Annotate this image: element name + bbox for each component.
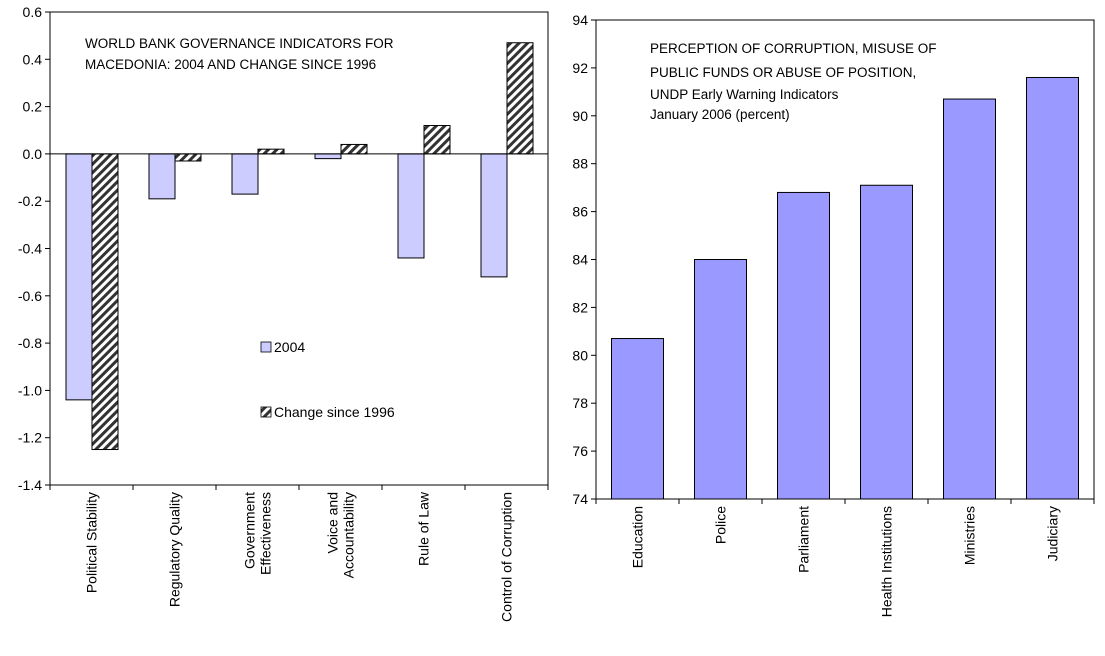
x-tick-label: Control of Corruption: [499, 492, 515, 622]
x-tick-label-line: Accountability: [341, 492, 357, 578]
x-tick-label: Rule of Law: [416, 491, 432, 566]
y-tick-label: -1.2: [18, 430, 42, 446]
y-tick-label: 94: [572, 12, 588, 28]
y-tick-label: 0.2: [23, 99, 43, 115]
title-line: PUBLIC FUNDS OR ABUSE OF POSITION,: [650, 65, 916, 80]
legend: 2004 Change since 1996: [260, 339, 395, 420]
x-tick-label-line: Regulatory Quality: [167, 492, 183, 607]
y-tick-label: -0.8: [18, 335, 42, 351]
y-tick-label: 80: [572, 347, 588, 363]
y-tick-label: -0.4: [18, 241, 42, 257]
x-tick-label: Political Stability: [84, 492, 100, 593]
governance-chart: 0.6 0.4 0.2 0.0 -0.2 -0.4 -0.6 -0.8 -1.0 -1.2 -1.4…: [18, 4, 549, 622]
legend-label-2004: 2004: [274, 339, 305, 355]
plot-area-left: [49, 11, 549, 486]
bar-change-since-1996-0: [91, 153, 119, 451]
x-tick-label-line: Effectiveness: [258, 492, 274, 575]
legend-swatch-change: [260, 406, 272, 418]
y-tick-label: 0.4: [23, 51, 43, 67]
y-tick-label: 74: [572, 491, 588, 507]
x-tick-label: Parliament: [796, 506, 812, 573]
title-line: UNDP Early Warning Indicators: [650, 87, 839, 102]
legend-swatch-2004: [260, 341, 272, 353]
bar-value-2: [777, 191, 830, 500]
title-line: January 2006 (percent): [650, 107, 790, 122]
corruption-perception-chart: 94 92 90 88 86 84 82 80 78 76 74 Education Police Pa…: [572, 12, 1095, 617]
y-tick-label: 78: [572, 395, 588, 411]
x-tick-label-line: Ministries: [962, 506, 978, 565]
x-tick-label-line: Political Stability: [84, 492, 100, 593]
bars-right: [611, 76, 1079, 500]
y-tick-label: 82: [572, 299, 588, 315]
title-line: MACEDONIA: 2004 AND CHANGE SINCE 1996: [85, 57, 376, 72]
y-tick-label: 84: [572, 252, 588, 268]
x-tick-label: Government Effectiveness: [242, 492, 274, 575]
y-axis-right: 94 92 90 88 86 84 82 80 78 76 74: [572, 12, 596, 507]
bar-value-1: [694, 259, 747, 500]
x-tick-label-line: Education: [630, 506, 646, 568]
y-tick-label: -1.0: [18, 382, 42, 398]
title-line: PERCEPTION OF CORRUPTION, MISUSE OF: [650, 41, 937, 56]
bar-change-since-1996-5: [506, 42, 534, 155]
x-tick-label: Regulatory Quality: [167, 492, 183, 607]
x-tick-label-line: Health Institutions: [879, 506, 895, 617]
y-tick-label: 90: [572, 108, 588, 124]
bar-value-4: [943, 98, 996, 500]
bar-2004-4: [397, 153, 425, 259]
bar-2004-1: [148, 153, 176, 200]
y-tick-label: 0.0: [23, 146, 43, 162]
x-tick-label-line: Rule of Law: [416, 491, 432, 566]
y-tick-label: -0.2: [18, 193, 42, 209]
x-tick-label: Health Institutions: [879, 506, 895, 617]
y-axis-left: 0.6 0.4 0.2 0.0 -0.2 -0.4 -0.6 -0.8 -1.0 -1.2 -1.4: [18, 4, 50, 493]
bar-value-0: [611, 338, 664, 500]
x-tick-label-line: Police: [713, 506, 729, 544]
y-tick-label: 76: [572, 443, 588, 459]
bar-2004-2: [231, 153, 259, 195]
bar-2004-5: [480, 153, 508, 278]
chart-title-right: PERCEPTION OF CORRUPTION, MISUSE OF PUBL…: [650, 41, 937, 122]
plot-area-right: [595, 19, 1095, 500]
bar-change-since-1996-4: [423, 125, 451, 155]
y-tick-label: -1.4: [18, 477, 42, 493]
x-tick-label: Judiciary: [1045, 506, 1061, 561]
legend-label-change: Change since 1996: [274, 404, 395, 420]
x-tick-label: Ministries: [962, 506, 978, 565]
x-tick-label: Police: [713, 506, 729, 544]
y-tick-label: -0.6: [18, 288, 42, 304]
x-tick-label-line: Parliament: [796, 506, 812, 573]
x-tick-label-line: Government: [242, 492, 258, 569]
x-tick-label: Education: [630, 506, 646, 568]
bar-2004-3: [314, 153, 342, 160]
bar-change-since-1996-1: [174, 153, 202, 162]
x-labels-right: Education Police Parliament Health Institut…: [595, 499, 1095, 617]
bar-value-3: [860, 184, 913, 500]
bar-change-since-1996-2: [257, 148, 285, 155]
bar-value-5: [1026, 76, 1079, 500]
x-tick-label-line: Voice and: [325, 492, 341, 554]
y-tick-label: 88: [572, 156, 588, 172]
bar-change-since-1996-3: [340, 143, 368, 155]
chart-title-left: WORLD BANK GOVERNANCE INDICATORS FOR MAC…: [85, 36, 394, 72]
x-tick-label-line: Control of Corruption: [499, 492, 515, 622]
y-tick-label: 0.6: [23, 4, 43, 20]
x-tick-label-line: Judiciary: [1045, 506, 1061, 561]
title-line: WORLD BANK GOVERNANCE INDICATORS FOR: [85, 36, 394, 51]
x-labels-left: Political Stability Regulatory Quality Gov…: [49, 485, 549, 622]
bar-2004-0: [65, 153, 93, 401]
y-tick-label: 92: [572, 60, 588, 76]
x-tick-label: Voice and Accountability: [325, 492, 357, 578]
bars-left: [65, 42, 534, 451]
y-tick-label: 86: [572, 204, 588, 220]
